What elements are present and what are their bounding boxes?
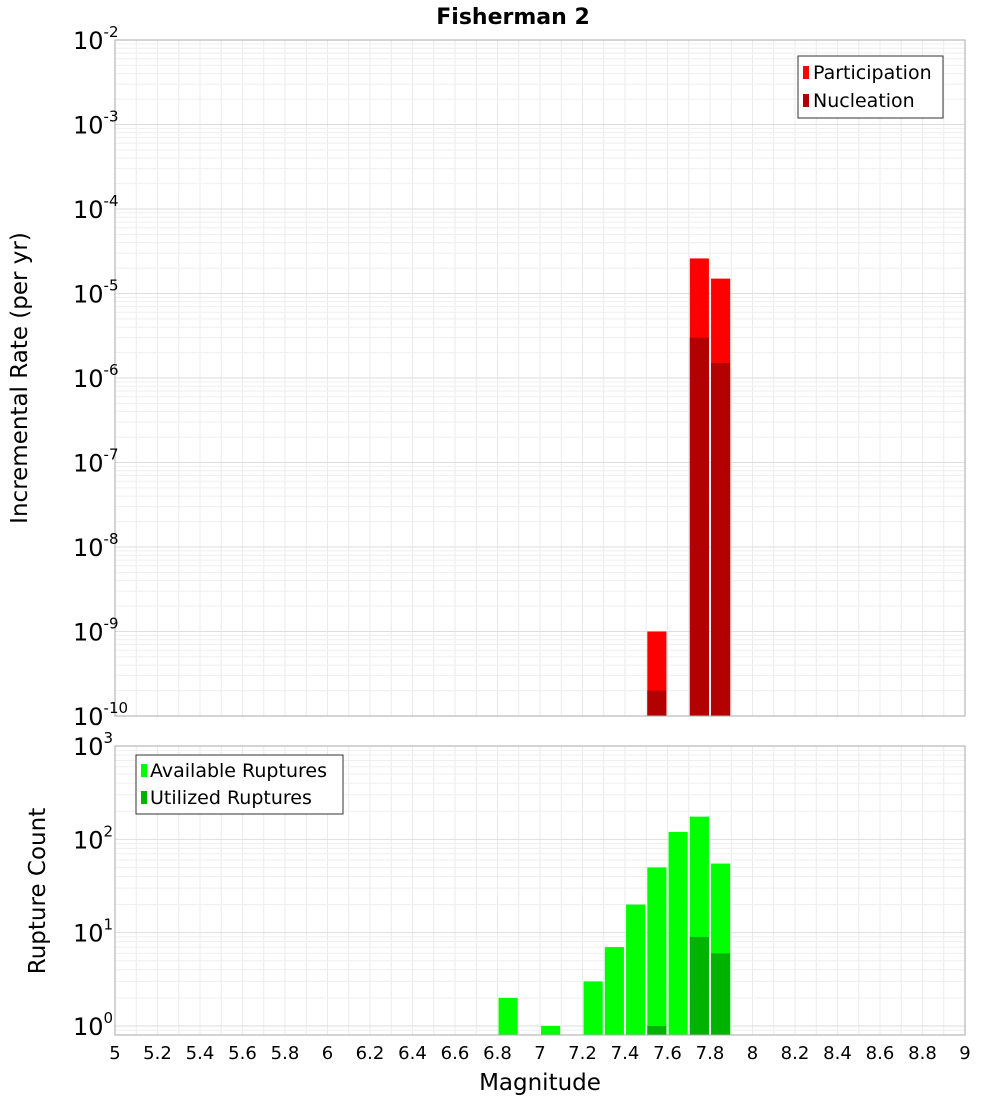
bottom-bar-s0-7_55 [647,867,666,1035]
x-tick-label: 7.2 [568,1043,597,1064]
bottom-y-tick-label: 100 [73,1009,113,1041]
x-tick-label: 5.6 [228,1043,257,1064]
bottom-bar-s0-7_65 [669,832,688,1035]
top-bar-s1-7_75 [690,338,709,716]
x-tick-label: 8.8 [908,1043,937,1064]
x-tick-label: 7 [534,1043,545,1064]
x-tick-label: 8.6 [866,1043,895,1064]
top-panel: 10-2 10-3 10-4 10-5 10-6 10-7 10-8 10-9 10-10 In… [7,23,965,731]
x-tick-label: 6 [322,1043,333,1064]
top-y-tick-label: 10-9 [73,615,119,647]
x-tick-label: 5.8 [271,1043,300,1064]
top-y-tick-label: 10-10 [73,699,128,731]
bottom-y-tick-label: 101 [73,916,113,948]
x-tick-label: 6.8 [483,1043,512,1064]
top-gridlines [115,40,965,716]
x-tick-label: 5.4 [186,1043,215,1064]
top-y-tick-label: 10-5 [73,277,119,309]
top-bar-s1-7_55 [647,691,666,716]
bottom-y-tick-labels: 103 102 101 100 [73,729,113,1041]
x-tick-label: 9 [959,1043,970,1064]
chart-title: Fisherman 2 [436,5,590,30]
top-y-axis-label: Incremental Rate (per yr) [7,232,33,524]
x-tick-label: 5.2 [143,1043,172,1064]
bottom-bar-s1-7_55 [647,1026,666,1035]
legend-swatch-available-ruptures [141,764,147,777]
top-y-tick-label: 10-4 [73,192,119,224]
x-tick-label: 7.4 [611,1043,640,1064]
bottom-bar-s0-7_45 [626,905,645,1035]
legend-label-available-ruptures: Available Ruptures [150,760,327,782]
top-bar-s1-7_85 [711,363,730,716]
top-y-tick-label: 10-2 [73,23,119,55]
legend-label-participation: Participation [813,62,932,84]
bottom-panel: 103 102 101 100 5 5.2 5.4 5.6 5.8 6 6.2 6.4 6.6 6.8 7… [25,729,971,1096]
legend-label-utilized-ruptures: Utilized Ruptures [150,787,312,809]
x-tick-label: 7.6 [653,1043,682,1064]
top-y-tick-label: 10-7 [73,446,119,478]
legend-label-nucleation: Nucleation [813,90,915,112]
top-legend: Participation Nucleation [798,56,943,118]
x-tick-label: 8.2 [781,1043,810,1064]
top-y-tick-label: 10-6 [73,361,119,393]
top-y-tick-label: 10-8 [73,530,119,562]
x-tick-label: 8.4 [823,1043,852,1064]
legend-swatch-participation [803,66,809,79]
legend-swatch-utilized-ruptures [141,791,147,804]
bottom-bar-s1-7_85 [711,953,730,1035]
x-tick-label: 6.4 [398,1043,427,1064]
legend-swatch-nucleation [803,94,809,107]
bottom-bar-s1-7_75 [690,937,709,1035]
bottom-bar-s0-7_35 [605,947,624,1035]
bottom-y-tick-label: 103 [73,729,113,761]
bottom-y-axis-label: Rupture Count [25,808,51,974]
x-tick-label: 6.2 [356,1043,385,1064]
bottom-bar-s0-7_25 [584,981,603,1035]
x-tick-labels: 5 5.2 5.4 5.6 5.8 6 6.2 6.4 6.6 6.8 7 7.2 7.4 7.6 7.8 8… [109,1043,970,1064]
bottom-bar-s0-6_85 [499,998,518,1035]
x-tick-label: 6.6 [441,1043,470,1064]
x-tick-label: 7.8 [696,1043,725,1064]
x-tick-label: 8 [747,1043,758,1064]
bottom-bar-s0-7_05 [541,1026,560,1035]
top-y-tick-label: 10-3 [73,108,119,140]
bottom-legend: Available Ruptures Utilized Ruptures [136,755,343,814]
x-axis-label: Magnitude [479,1070,601,1096]
x-tick-label: 5 [109,1043,120,1064]
bottom-y-tick-label: 102 [73,822,113,854]
